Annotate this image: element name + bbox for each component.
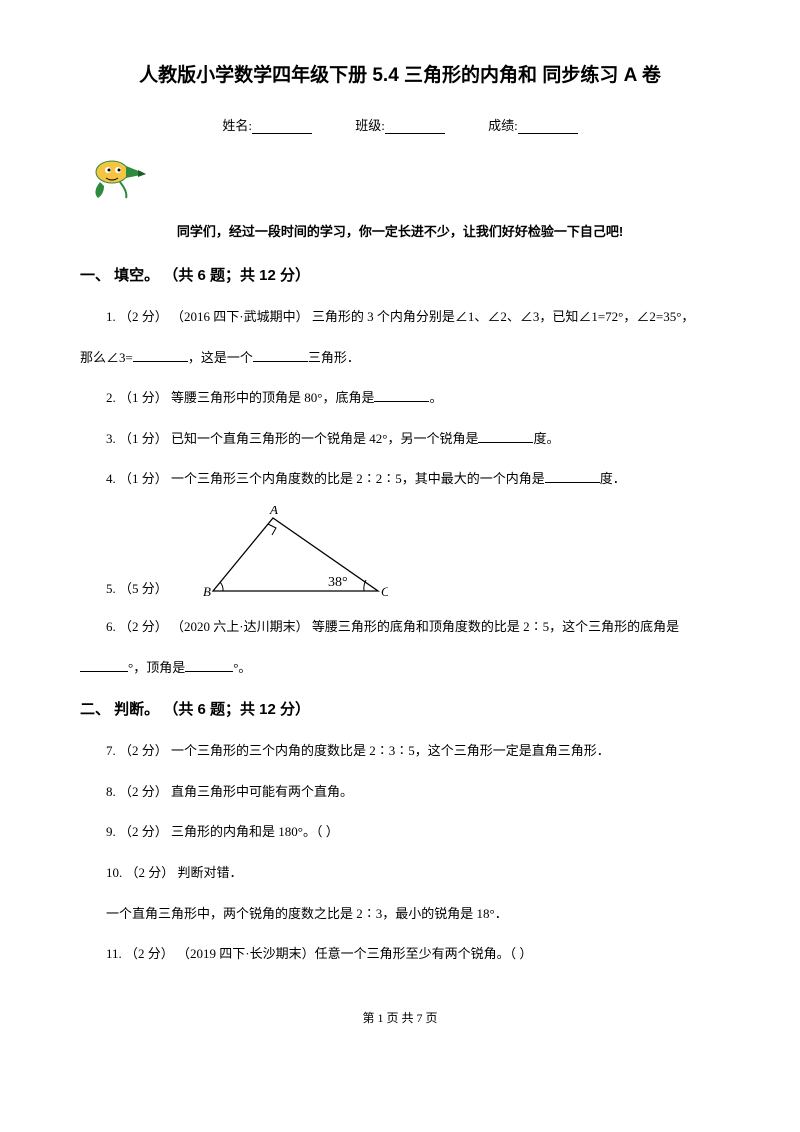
q3-pre: 3. （1 分） 已知一个直角三角形的一个锐角是 42°，另一个锐角是 (106, 431, 478, 446)
section-1-heading: 一、 填空。 （共 6 题；共 12 分） (80, 264, 720, 285)
class-blank[interactable] (385, 119, 445, 134)
angle-38: 38° (328, 575, 348, 590)
q2-pre: 2. （1 分） 等腰三角形中的顶角是 80°，底角是 (106, 390, 374, 405)
q1b-post: 三角形． (308, 350, 360, 365)
question-2: 2. （1 分） 等腰三角形中的顶角是 80°，底角是 。 (80, 384, 720, 413)
q3-blank[interactable] (478, 430, 533, 443)
q1b-mid: ，这是一个 (188, 350, 253, 365)
q4-blank[interactable] (545, 470, 600, 483)
q6-blank1[interactable] (80, 659, 128, 672)
question-5-row: 5. （5 分） A B C 38° (80, 506, 720, 601)
encourage-text: 同学们，经过一段时间的学习，你一定长进不少，让我们好好检验一下自己吧! (80, 221, 720, 240)
q1-blank2[interactable] (253, 349, 308, 362)
q2-post: 。 (429, 390, 442, 405)
score-label: 成绩: (488, 118, 518, 133)
question-4: 4. （1 分） 一个三角形三个内角度数的比是 2∶2∶5，其中最大的一个内角是… (80, 465, 720, 494)
q6b-post: °。 (233, 660, 251, 675)
question-6-line2: °，顶角是 °。 (80, 654, 720, 683)
question-10b: 一个直角三角形中，两个锐角的度数之比是 2∶3，最小的锐角是 18°． (80, 900, 720, 929)
question-1-line1: 1. （2 分） （2016 四下·武城期中） 三角形的 3 个内角分别是∠1、… (80, 303, 720, 332)
vertex-B: B (203, 584, 211, 599)
triangle-figure: A B C 38° (198, 506, 388, 601)
q6b-mid: °，顶角是 (128, 660, 185, 675)
q3-post: 度。 (533, 431, 559, 446)
q2-blank[interactable] (374, 389, 429, 402)
page-footer: 第 1 页 共 7 页 (80, 1009, 720, 1026)
question-5-label: 5. （5 分） (106, 578, 168, 601)
name-blank[interactable] (252, 119, 312, 134)
q1-blank1[interactable] (133, 349, 188, 362)
vertex-C: C (381, 584, 388, 599)
pencil-icon (90, 152, 720, 206)
question-6-line1: 6. （2 分） （2020 六上·达川期末） 等腰三角形的底角和顶角度数的比是… (80, 613, 720, 642)
question-7: 7. （2 分） 一个三角形的三个内角的度数比是 2∶3∶5，这个三角形一定是直… (80, 737, 720, 766)
question-11: 11. （2 分） （2019 四下·长沙期末）任意一个三角形至少有两个锐角。（… (80, 940, 720, 969)
q4-post: 度． (600, 471, 626, 486)
question-8: 8. （2 分） 直角三角形中可能有两个直角。 (80, 778, 720, 807)
student-info-line: 姓名: 班级: 成绩: (80, 115, 720, 134)
name-label: 姓名: (222, 118, 252, 133)
class-label: 班级: (355, 118, 385, 133)
q1b-pre: 那么∠3= (80, 350, 133, 365)
section-2-heading: 二、 判断。 （共 6 题；共 12 分） (80, 698, 720, 719)
question-10: 10. （2 分） 判断对错． (80, 859, 720, 888)
question-1-line2: 那么∠3= ，这是一个 三角形． (80, 344, 720, 373)
q6-blank2[interactable] (185, 659, 233, 672)
page-title: 人教版小学数学四年级下册 5.4 三角形的内角和 同步练习 A 卷 (80, 60, 720, 87)
q4-pre: 4. （1 分） 一个三角形三个内角度数的比是 2∶2∶5，其中最大的一个内角是 (106, 471, 545, 486)
question-9: 9. （2 分） 三角形的内角和是 180°。（ ） (80, 818, 720, 847)
question-3: 3. （1 分） 已知一个直角三角形的一个锐角是 42°，另一个锐角是 度。 (80, 425, 720, 454)
vertex-A: A (269, 506, 278, 517)
score-blank[interactable] (518, 119, 578, 134)
